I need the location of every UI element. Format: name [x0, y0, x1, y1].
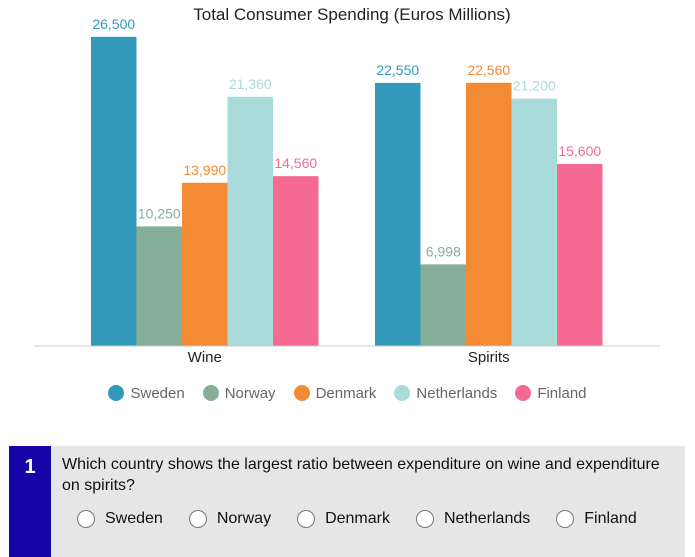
legend-dot-icon [202, 385, 219, 401]
bar-spirits-norway [420, 264, 466, 346]
legend-item-finland: Finland [515, 384, 587, 402]
legend-label: Denmark [315, 384, 377, 402]
option-label: Finland [584, 510, 637, 527]
legend-item-netherlands: Netherlands [394, 385, 497, 402]
bar-wine-sweden [91, 36, 137, 346]
value-label-wine-finland: 14,560 [274, 155, 317, 171]
category-label-wine: Wine [188, 349, 222, 366]
value-label-spirits-sweden: 22,550 [376, 62, 419, 78]
legend-item-sweden: Sweden [108, 384, 185, 402]
chart-title: Total Consumer Spending (Euros Millions) [193, 5, 510, 24]
legend-label: Sweden [130, 384, 185, 402]
radio-button-icon[interactable] [556, 510, 575, 528]
radio-button-icon[interactable] [297, 510, 316, 528]
legend-item-norway: Norway [202, 384, 276, 402]
option-sweden[interactable]: Sweden [77, 510, 163, 528]
legend-label: Netherlands [416, 384, 498, 402]
bar-spirits-netherlands [511, 98, 557, 347]
option-norway[interactable]: Norway [188, 510, 272, 528]
option-label: Sweden [105, 510, 163, 527]
option-netherlands[interactable]: Netherlands [415, 510, 531, 528]
bar-wine-netherlands [227, 96, 273, 346]
answer-options: Sweden Norway Denmark Netherlands Finland [77, 510, 663, 528]
radio-button-icon[interactable] [188, 510, 207, 528]
value-label-wine-netherlands: 21,360 [229, 76, 272, 92]
bar-wine-finland [273, 176, 319, 346]
value-label-spirits-finland: 15,600 [558, 143, 601, 159]
option-label: Netherlands [443, 510, 531, 527]
legend-dot-icon [108, 385, 125, 401]
bar-wine-norway [136, 226, 182, 346]
question-number: 1 [9, 446, 51, 557]
legend-dot-icon [293, 385, 310, 401]
legend-item-denmark: Denmark [293, 384, 377, 402]
radio-button-icon[interactable] [77, 510, 95, 528]
legend-dot-icon [394, 385, 411, 401]
value-label-spirits-norway: 6,998 [426, 243, 461, 259]
value-labels-group: 26,500 10,250 13,990 21,360 14,560 22,550 6,99… [92, 16, 601, 260]
option-label: Norway [216, 510, 272, 527]
option-denmark[interactable]: Denmark [297, 510, 390, 528]
bar-spirits-denmark [466, 82, 512, 347]
question-panel: 1 Which country shows the largest ratio … [9, 446, 685, 557]
value-label-spirits-denmark: 22,560 [467, 62, 510, 78]
legend-label: Finland [537, 384, 587, 402]
radio-button-icon[interactable] [415, 510, 434, 528]
category-label-spirits: Spirits [468, 349, 510, 366]
legend-dot-icon [515, 385, 532, 401]
value-label-wine-denmark: 13,990 [183, 162, 226, 178]
value-label-wine-sweden: 26,500 [92, 16, 135, 32]
bar-wine-denmark [182, 182, 228, 346]
legend-label: Norway [224, 384, 276, 402]
bar-spirits-sweden [375, 82, 421, 347]
option-finland[interactable]: Finland [556, 510, 637, 528]
question-text: Which country shows the largest ratio be… [62, 456, 660, 494]
category-labels-group: Wine Spirits [188, 349, 510, 366]
bar-chart: Total Consumer Spending (Euros Millions)… [34, 5, 660, 366]
bar-spirits-finland [557, 164, 603, 346]
value-label-wine-norway: 10,250 [138, 205, 181, 221]
chart-legend: Sweden Norway Denmark Netherlands Finland [0, 381, 695, 405]
option-label: Denmark [325, 510, 390, 527]
bars-group [91, 36, 603, 347]
value-label-spirits-netherlands: 21,200 [513, 78, 556, 94]
